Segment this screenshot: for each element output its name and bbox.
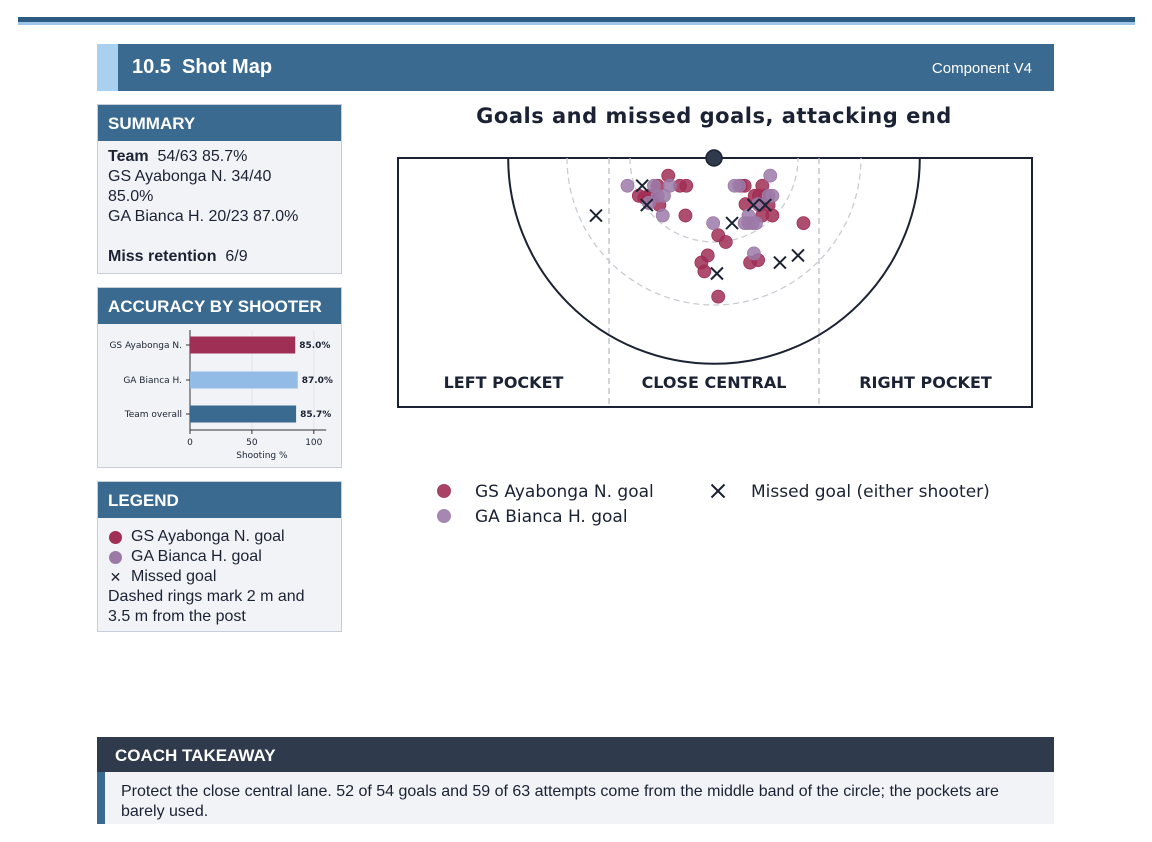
component-tag: Component V4 <box>931 60 1032 77</box>
x-axis-label: Shooting % <box>236 451 288 461</box>
accuracy-bar-chart: 0 50 100 GS Ayabonga N. 85.0% GA Bianca H. 87.… <box>109 330 333 461</box>
ga-goal-point <box>749 216 763 231</box>
top-rule-accent <box>18 22 1135 25</box>
missed-goal-point <box>635 179 649 193</box>
legend-ga-label: GA Bianca H. goal <box>131 548 262 565</box>
bar-category-label: Team overall <box>124 410 182 420</box>
x-tick-label: 100 <box>305 438 322 448</box>
ga-goal-point <box>657 188 671 203</box>
team-line: Team 54/63 85.7% <box>108 147 331 167</box>
gs-goal-point <box>679 178 694 193</box>
zone-label-central: CLOSE CENTRAL <box>642 373 787 392</box>
missed-goal-point <box>725 216 739 230</box>
bar-value-label: 85.0% <box>299 341 330 351</box>
takeaway-accent <box>97 772 105 824</box>
accuracy-bar <box>190 336 296 354</box>
bar-value-label: 87.0% <box>302 376 333 386</box>
legend-body: GS Ayabonga N. goal GA Bianca H. goal ✕ M… <box>98 518 341 627</box>
legend-miss-text: Missed goal (either shooter) <box>751 482 990 502</box>
gs-goal-point <box>718 235 733 249</box>
bar-category-label: GS Ayabonga N. <box>109 341 182 351</box>
x-tick-label: 50 <box>246 438 258 448</box>
missed-goal-point <box>791 248 805 263</box>
shooting-circle <box>507 157 921 365</box>
missed-goal-point <box>710 266 724 281</box>
ga-goal-point <box>706 216 721 231</box>
takeaway-panel: COACH TAKEAWAY Protect the close central… <box>97 737 1054 824</box>
gs-goal-point <box>700 248 715 263</box>
team-label: Team <box>108 148 149 165</box>
missed-goal-point <box>773 255 787 270</box>
summary-heading: SUMMARY <box>98 105 341 141</box>
distance-ring-0 <box>629 157 799 243</box>
takeaway-heading: COACH TAKEAWAY <box>97 737 1054 772</box>
zone-label-left: LEFT POCKET <box>444 373 564 392</box>
gs-goal-point <box>796 216 811 231</box>
takeaway-text: Protect the close central lane. 52 of 54… <box>121 783 999 820</box>
accuracy-bar <box>190 371 298 389</box>
ga-line: GA Bianca H. 20/23 87.0% <box>108 208 299 225</box>
gs-goal-marker <box>109 530 122 544</box>
accuracy-bar <box>190 405 297 423</box>
shot-map-chart: Goals and missed goals, attacking end LEF… <box>397 104 1033 527</box>
legend-row-ga: GA Bianca H. goal <box>108 547 331 567</box>
accuracy-heading: ACCURACY BY SHOOTER <box>98 288 341 324</box>
top-rule <box>18 17 1135 22</box>
missed-goal-marker: ✕ <box>109 569 122 585</box>
gs-goal-point <box>697 264 712 279</box>
bar-value-label: 85.7% <box>300 410 331 420</box>
summary-body: Team 54/63 85.7% GS Ayabonga N. 34/40 85… <box>98 141 341 267</box>
gs-pct: 85.0% <box>108 188 154 205</box>
miss-value: 6/9 <box>225 248 248 265</box>
legend-panel: LEGEND GS Ayabonga N. goal GA Bianca H. … <box>97 481 342 632</box>
bar-category-label: GA Bianca H. <box>123 376 182 386</box>
chart-title: Goals and missed goals, attacking end <box>476 104 952 128</box>
summary-panel: SUMMARY Team 54/63 85.7% GS Ayabonga N. … <box>97 104 342 274</box>
legend-ga-text: GA Bianca H. goal <box>475 507 628 527</box>
ga-goal-point <box>655 208 670 223</box>
section-header: 10.5 Shot Map Component V4 <box>97 44 1054 91</box>
legend-gs-marker <box>437 484 451 498</box>
legend-miss-label: Missed goal <box>131 568 217 585</box>
court-outline <box>397 157 1033 408</box>
missed-goal-point <box>640 198 654 212</box>
gs-goal-point <box>711 289 726 304</box>
legend-gs-label: GS Ayabonga N. goal <box>131 528 285 545</box>
ga-goal-marker <box>109 550 122 564</box>
x-tick-label: 0 <box>187 438 193 448</box>
legend-row-gs: GS Ayabonga N. goal <box>108 527 331 547</box>
ga-goal-point <box>746 246 761 261</box>
missed-goal-point <box>758 198 772 212</box>
legend-heading: LEGEND <box>98 482 341 518</box>
distance-ring-1 <box>566 157 862 306</box>
legend-ga-marker <box>437 509 451 523</box>
missed-goal-point <box>746 198 761 212</box>
ga-goal-point <box>763 168 778 183</box>
miss-label: Miss retention <box>108 248 217 265</box>
goal-post <box>705 149 723 167</box>
miss-line: Miss retention 6/9 <box>108 247 331 267</box>
legend-note: Dashed rings mark 2 m and 3.5 m from the… <box>108 588 305 625</box>
page-title: 10.5 Shot Map <box>132 56 273 78</box>
zone-label-right: RIGHT POCKET <box>859 373 992 392</box>
ga-goal-point <box>620 178 635 193</box>
legend-row-miss: ✕ Missed goal <box>108 567 331 587</box>
legend-gs-text: GS Ayabonga N. goal <box>475 482 654 502</box>
gs-line: GS Ayabonga N. 34/40 <box>108 168 272 185</box>
team-value: 54/63 85.7% <box>157 148 248 165</box>
header-accent <box>97 44 118 91</box>
legend-miss-marker <box>710 483 726 499</box>
missed-goal-point <box>589 208 603 223</box>
gs-goal-point <box>678 208 693 223</box>
ga-goal-point <box>765 188 780 203</box>
ga-goal-point <box>732 178 747 193</box>
